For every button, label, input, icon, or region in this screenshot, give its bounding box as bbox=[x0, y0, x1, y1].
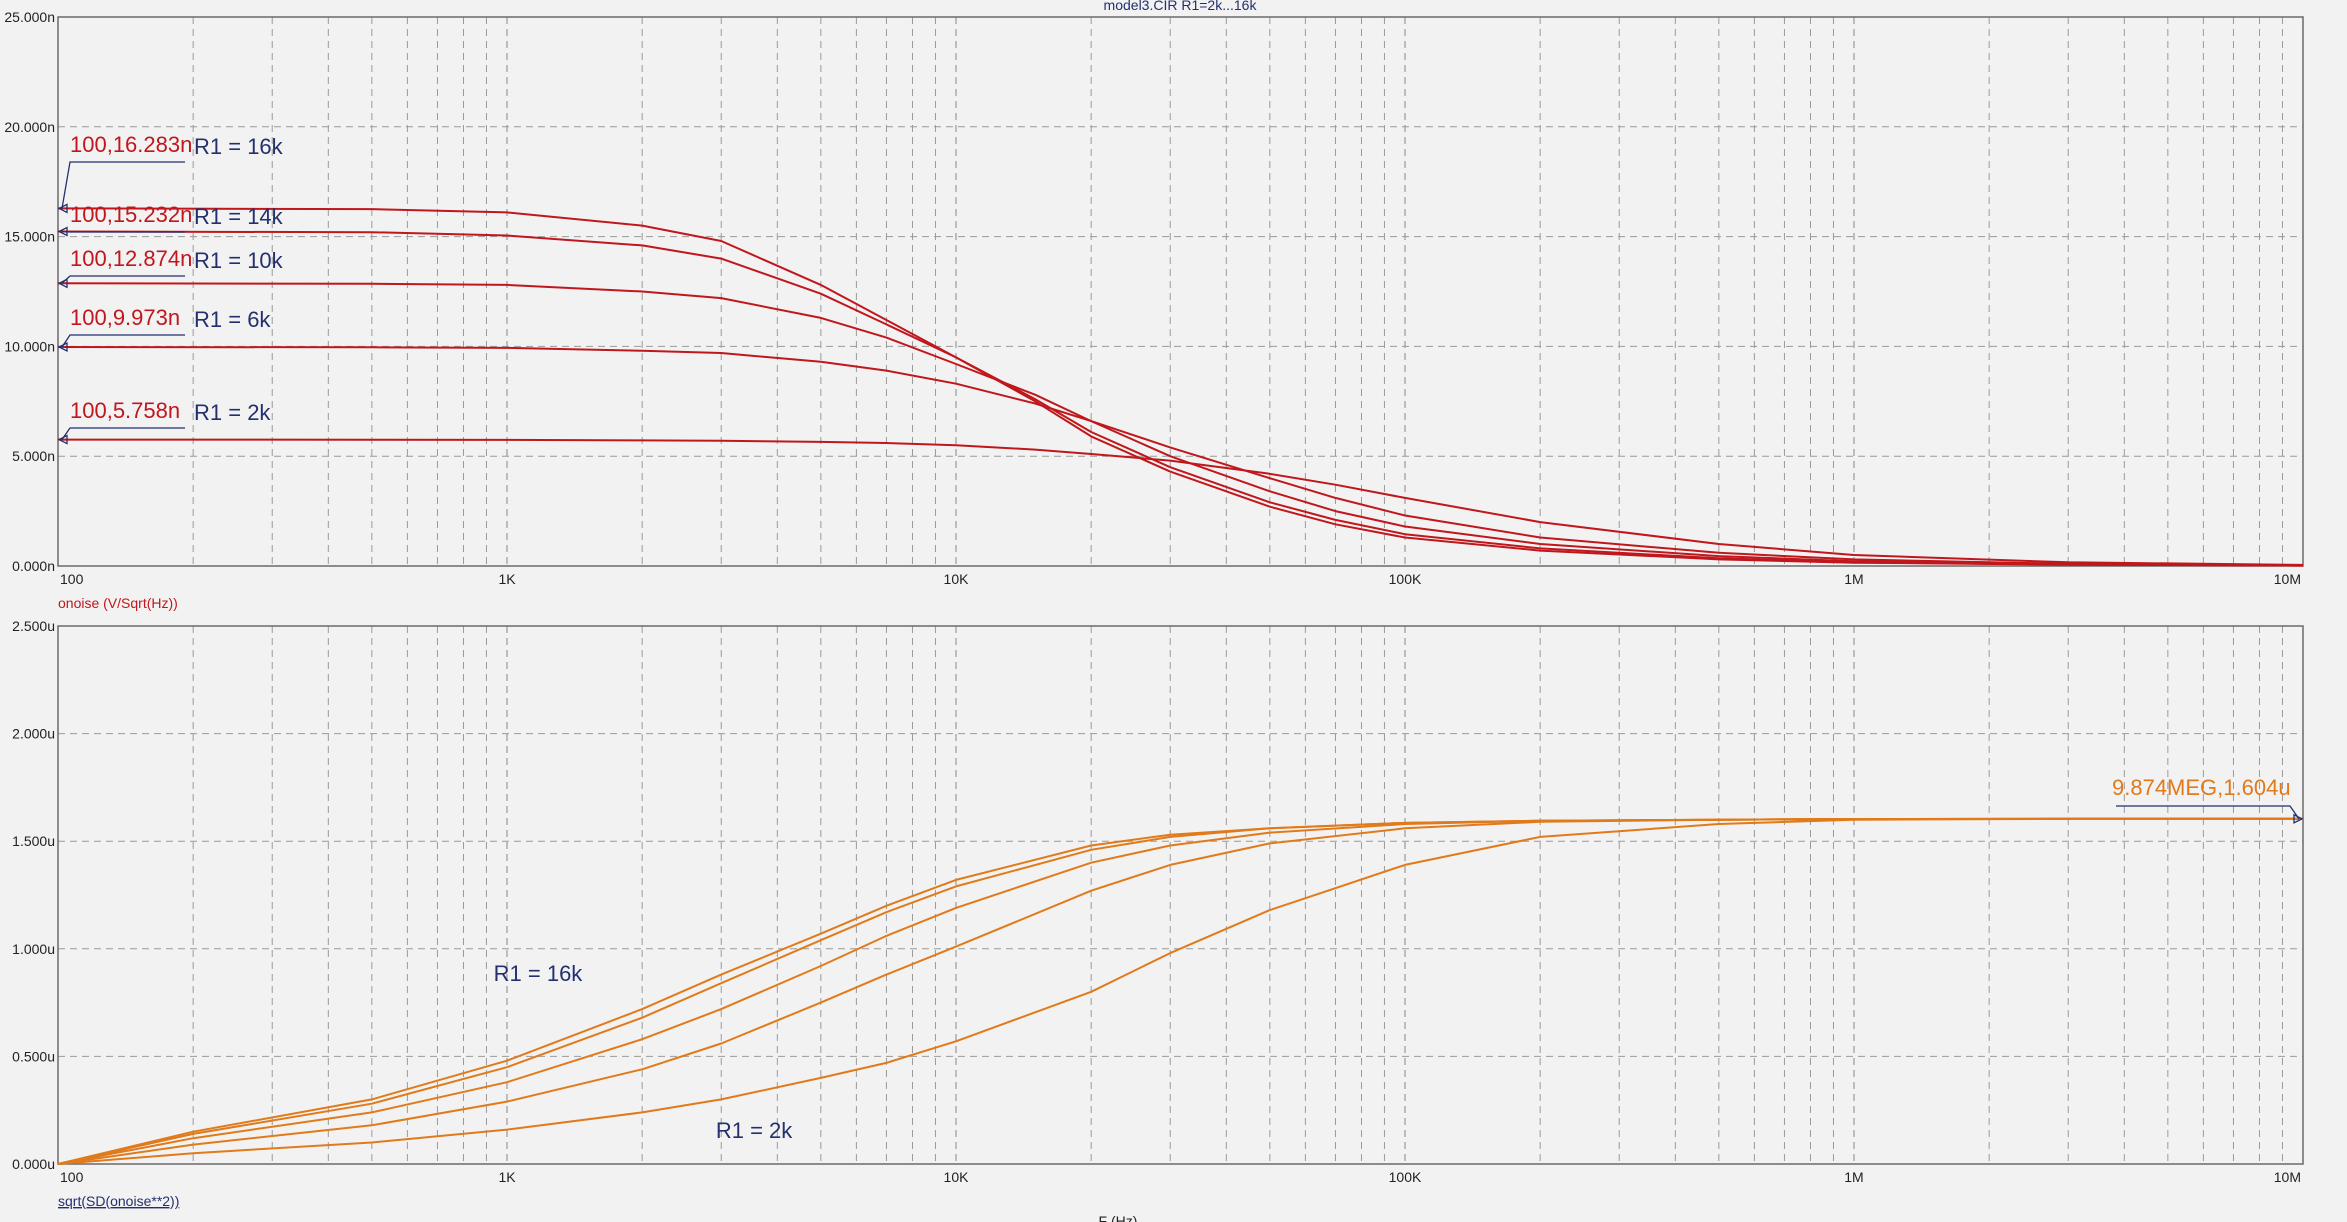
y-tick-label: 0.000n bbox=[12, 558, 55, 574]
x-tick-label: 1K bbox=[498, 1169, 516, 1185]
annotation-leader-line bbox=[61, 334, 185, 348]
annotation-coord-label: 9.874MEG,1.604u bbox=[2112, 775, 2291, 800]
annotation-coord-label: 100,5.758n bbox=[70, 398, 180, 423]
annotation-arrow bbox=[57, 278, 68, 289]
bottom-annotations: 9.874MEG,1.604u R1 = 16k R1 = 2k bbox=[494, 775, 2304, 1143]
bottom-series-group bbox=[57, 817, 2303, 1165]
annotation-arrow bbox=[57, 203, 68, 214]
y-tick-label: 0.000u bbox=[12, 1156, 55, 1172]
curve-label: R1 = 16k bbox=[494, 961, 584, 986]
y-tick-label: 10.000n bbox=[4, 338, 55, 354]
x-tick-label: 1K bbox=[498, 571, 516, 587]
annotation-coord-label: 100,12.874n bbox=[70, 246, 192, 271]
bottom-y-ticks: 0.000u 0.500u 1.000u 1.500u 2.000u 2.500u bbox=[12, 618, 55, 1172]
bottom-panel: 0.000u 0.500u 1.000u 1.500u 2.000u 2.500u 100… bbox=[12, 618, 2304, 1209]
window-title: model3.CIR R1=2k...16k bbox=[1104, 0, 1258, 13]
y-tick-label: 2.000u bbox=[12, 726, 55, 742]
annotation-arrow bbox=[57, 434, 68, 445]
x-tick-label: 1M bbox=[1844, 571, 1863, 587]
x-axis-label: F (Hz) bbox=[1099, 1213, 1138, 1222]
annotation-series-label: R1 = 14k bbox=[194, 204, 284, 229]
y-tick-label: 2.500u bbox=[12, 618, 55, 634]
y-tick-label: 1.500u bbox=[12, 833, 55, 849]
annotation-series-label: R1 = 10k bbox=[194, 248, 284, 273]
series-line-1 bbox=[57, 207, 2304, 567]
x-tick-label: 100 bbox=[60, 571, 84, 587]
x-tick-label: 100K bbox=[1389, 1169, 1422, 1185]
x-tick-label: 100K bbox=[1389, 571, 1422, 587]
curve-label: R1 = 2k bbox=[716, 1118, 793, 1143]
y-tick-label: 25.000n bbox=[4, 9, 55, 25]
bottom-x-ticks: 100 1K 10K 100K 1M 10M bbox=[60, 1169, 2301, 1185]
top-y-ticks: 0.000n 5.000n 10.000n 15.000n 20.000n 25.000n bbox=[4, 9, 55, 574]
y-tick-label: 0.500u bbox=[12, 1048, 55, 1064]
bottom-grid bbox=[58, 626, 2303, 1164]
bottom-frame bbox=[57, 625, 2304, 1165]
series-line-5 bbox=[57, 438, 2304, 566]
annotation-series-label: R1 = 6k bbox=[194, 307, 271, 332]
annotation-arrow bbox=[57, 226, 68, 237]
series-line-2 bbox=[57, 230, 2304, 567]
top-series-group bbox=[57, 207, 2304, 567]
top-panel: 0.000n 5.000n 10.000n 15.000n 20.000n 25.000n… bbox=[4, 9, 2304, 611]
x-tick-label: 10K bbox=[944, 571, 970, 587]
annotation-coord-label: 100,9.973n bbox=[70, 305, 180, 330]
x-tick-label: 10M bbox=[2274, 1169, 2301, 1185]
x-tick-label: 10M bbox=[2274, 571, 2301, 587]
top-frame bbox=[57, 16, 2304, 567]
annotation-leader-line bbox=[2116, 805, 2300, 820]
annotation-leader-line bbox=[61, 427, 185, 440]
series-line-4 bbox=[57, 817, 2303, 1165]
annotation-coord-label: 100,15.232n bbox=[70, 202, 192, 227]
annotation-series-label: R1 = 2k bbox=[194, 400, 271, 425]
series-line-4 bbox=[57, 346, 2304, 567]
top-y-axis-label: onoise (V/Sqrt(Hz)) bbox=[58, 595, 178, 611]
annotation-arrow bbox=[57, 341, 68, 353]
annotation-arrow bbox=[2293, 813, 2304, 824]
series-line-5 bbox=[57, 817, 2303, 1165]
bottom-y-axis-label: sqrt(SD(onoise**2)) bbox=[58, 1193, 179, 1209]
y-tick-label: 20.000n bbox=[4, 119, 55, 135]
y-tick-label: 5.000n bbox=[12, 448, 55, 464]
top-x-ticks: 100 1K 10K 100K 1M 10M bbox=[60, 571, 2301, 587]
y-tick-label: 15.000n bbox=[4, 229, 55, 245]
x-tick-label: 10K bbox=[944, 1169, 970, 1185]
annotation-coord-label: 100,16.283n bbox=[70, 132, 192, 157]
x-tick-label: 100 bbox=[60, 1169, 84, 1185]
top-grid bbox=[58, 17, 2303, 566]
annotation-leader-line bbox=[61, 161, 185, 209]
x-tick-label: 1M bbox=[1844, 1169, 1863, 1185]
y-tick-label: 1.000u bbox=[12, 941, 55, 957]
annotation-series-label: R1 = 16k bbox=[194, 134, 284, 159]
